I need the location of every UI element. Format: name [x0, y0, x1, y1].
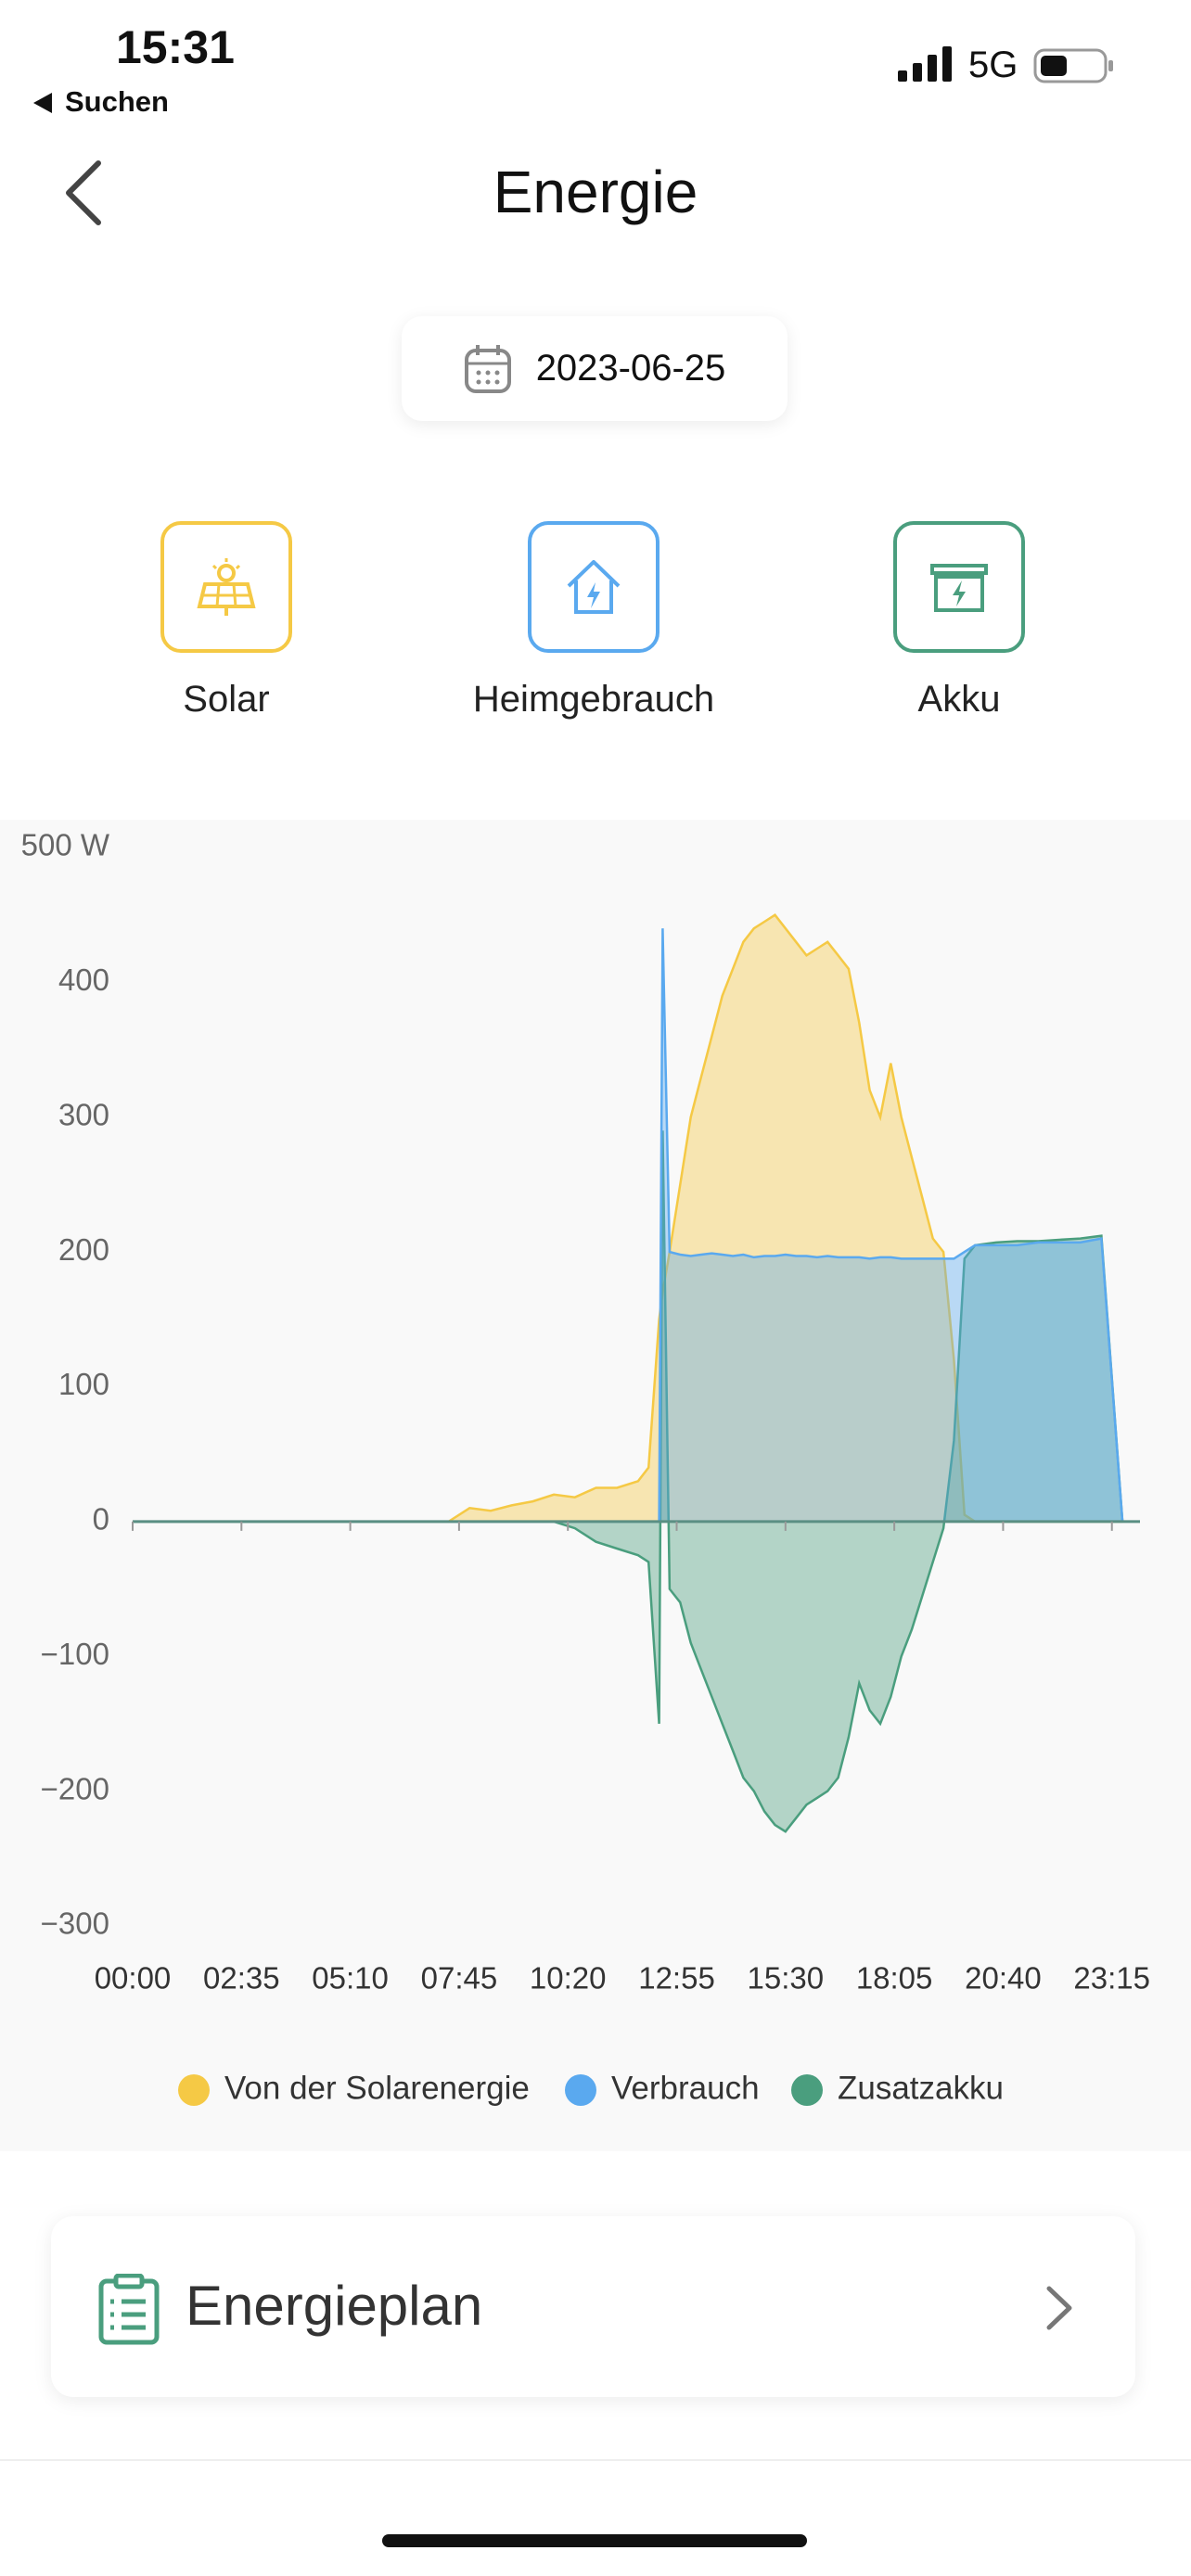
area [133, 914, 1123, 1522]
x-tick-label: 23:15 [1073, 1961, 1150, 1996]
x-tick-label: 12:55 [638, 1961, 715, 1996]
x-tick-label: 07:45 [421, 1961, 498, 1996]
tab-label: Akku [917, 679, 1001, 720]
solar-icon [160, 521, 292, 653]
legend-label: Von der Solarenergie [224, 2070, 530, 2106]
date-picker[interactable]: 2023-06-25 [402, 316, 788, 421]
signal [898, 46, 952, 82]
x-tick-label: 18:05 [856, 1961, 933, 1996]
divider [0, 2459, 1191, 2461]
tab-solar[interactable]: Solar [78, 521, 375, 721]
energy-plan-card[interactable]: Energieplan [51, 2216, 1135, 2397]
back-button[interactable] [61, 158, 108, 228]
network: 5G [968, 45, 1018, 85]
x-tick-label: 05:10 [312, 1961, 389, 1996]
area [133, 928, 1123, 1522]
legend-label: Zusatzakku [838, 2070, 1004, 2106]
back-app-arrow[interactable] [32, 91, 56, 115]
tab-battery[interactable]: Akku [811, 521, 1108, 721]
back-app[interactable]: Suchen [65, 85, 169, 118]
tab-home[interactable]: Heimgebrauch [445, 521, 742, 721]
card-title: Energieplan [186, 2275, 483, 2337]
legend-swatch [565, 2074, 596, 2106]
tab-label: Heimgebrauch [472, 679, 715, 720]
home-indicator [382, 2534, 807, 2547]
y-tick-label: 400 [58, 963, 109, 997]
legend-swatch [178, 2074, 210, 2106]
calendar-icon [464, 344, 511, 393]
legend-label: Verbrauch [611, 2070, 760, 2106]
home-icon [528, 521, 660, 653]
y-tick-label: −100 [41, 1637, 109, 1671]
legend-swatch [791, 2074, 823, 2106]
x-tick-label: 00:00 [95, 1961, 172, 1996]
chevron [1046, 2286, 1072, 2330]
x-tick-label: 15:30 [748, 1961, 825, 1996]
battery-icon [893, 521, 1025, 653]
x-tick-label: 02:35 [203, 1961, 280, 1996]
line [133, 913, 1123, 1524]
chart: −300 −200 −100 0 100 200 300 400 500 W 00:00 02:35… [0, 820, 1191, 2151]
date-text: 2023-06-25 [535, 348, 726, 389]
battery [1033, 48, 1113, 83]
y-tick-label: 0 [93, 1502, 109, 1537]
y-tick-label: −200 [41, 1771, 109, 1805]
area [133, 1130, 1123, 1832]
y-tick-label: 200 [58, 1232, 109, 1267]
tabs: Solar Heimgebrauch Akku [0, 521, 1191, 744]
y-tick-label: 300 [58, 1097, 109, 1131]
tab-label: Solar [183, 679, 270, 720]
status-time: 15:31 [116, 21, 235, 73]
y-tick-label: −300 [41, 1906, 109, 1941]
x-tick-label: 10:20 [530, 1961, 607, 1996]
y-tick-label: 500 W [21, 828, 110, 862]
x-tick-label: 20:40 [965, 1961, 1042, 1996]
y-tick-label: 100 [58, 1367, 109, 1401]
page-title: Energie [493, 159, 698, 225]
plan-icon [98, 2274, 160, 2345]
